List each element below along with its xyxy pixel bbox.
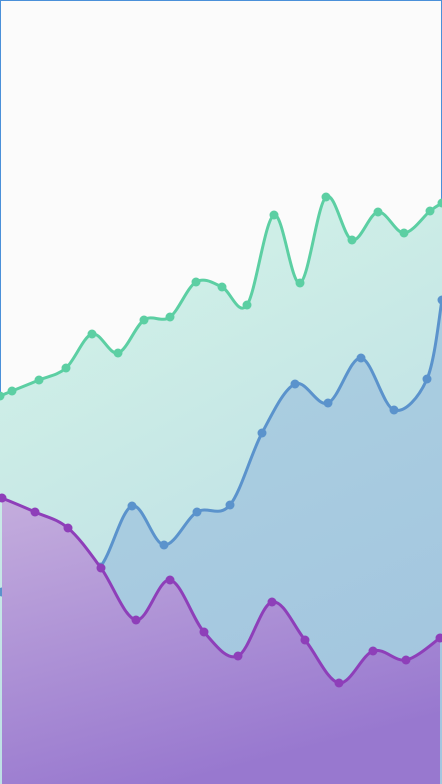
point [165,312,175,322]
point [139,315,149,325]
point [87,329,97,339]
point [34,375,44,385]
point [127,501,137,511]
point [422,374,432,384]
point [257,428,267,438]
area [2,498,440,784]
point [435,633,442,643]
point [368,646,378,656]
point [269,210,279,220]
point [347,235,357,245]
point [356,353,366,363]
point [425,206,435,216]
point [321,192,331,202]
point [63,523,73,533]
point [437,198,442,208]
point [290,379,300,389]
point [165,575,175,585]
point [242,300,252,310]
point [233,651,243,661]
point [159,540,169,550]
point [113,348,123,358]
point [267,597,277,607]
point [131,615,141,625]
point [401,655,411,665]
point [192,507,202,517]
point [323,398,333,408]
point [61,363,71,373]
point [30,507,40,517]
point [191,277,201,287]
point [0,391,5,401]
point [7,386,17,396]
point [389,405,399,415]
point [217,282,227,292]
point [96,563,106,573]
point [0,493,7,503]
point [399,228,409,238]
point [334,678,344,688]
point [437,295,442,305]
point [373,207,383,217]
point [199,627,209,637]
point [300,635,310,645]
point [225,500,235,510]
point [295,278,305,288]
line [1,496,441,685]
